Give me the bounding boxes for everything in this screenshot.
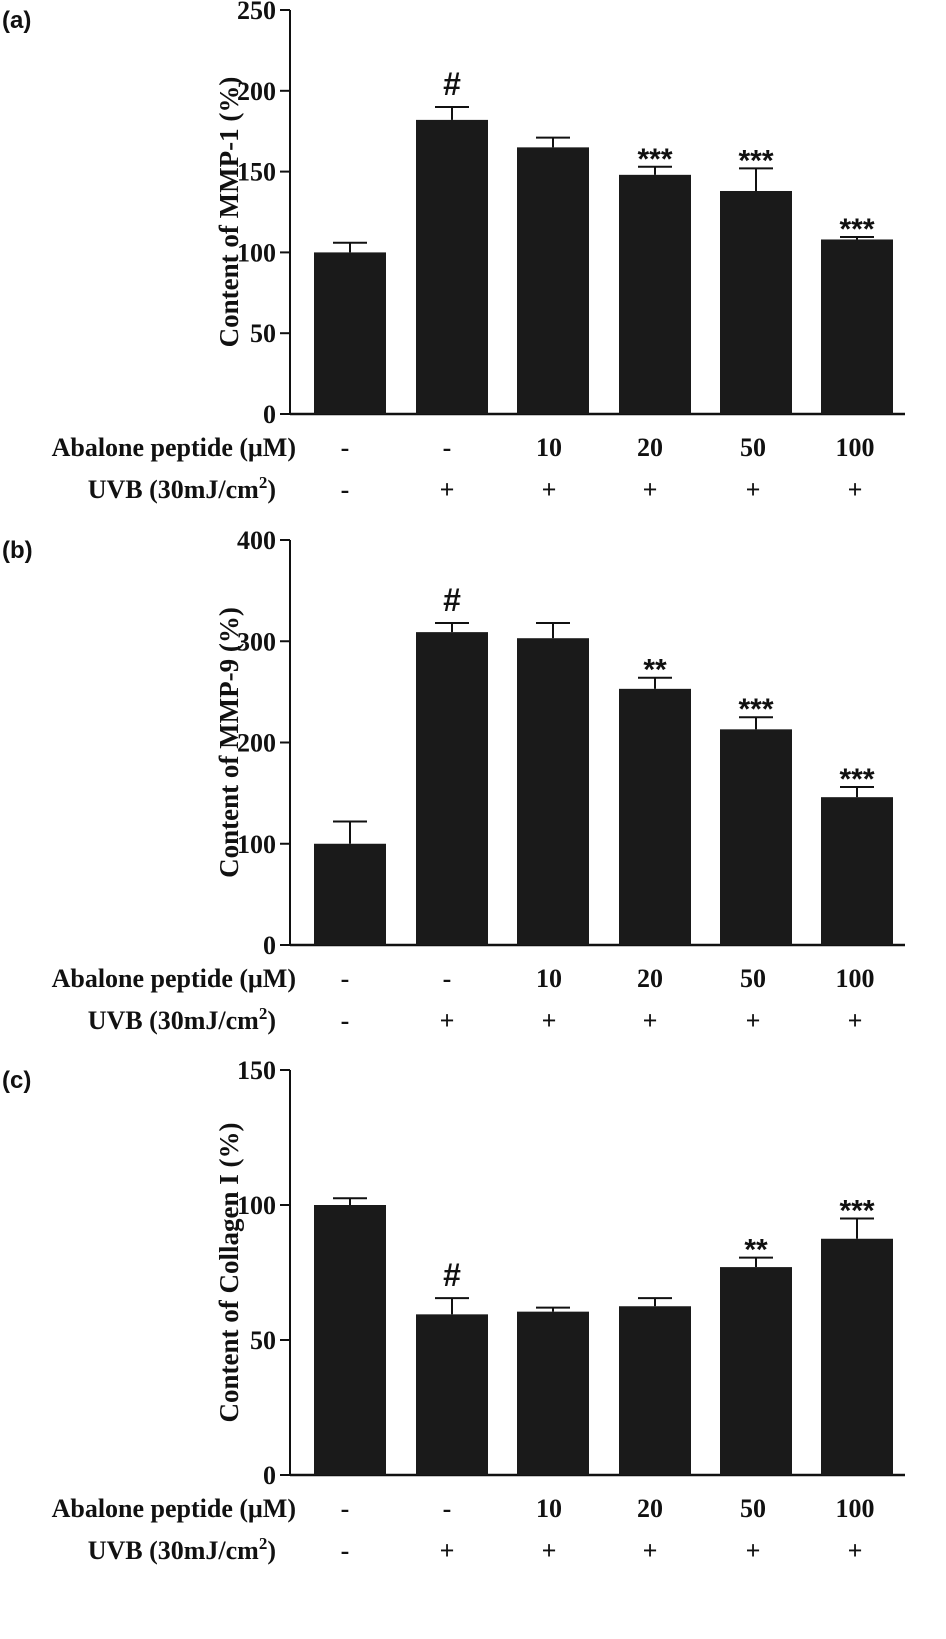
peptide-value: - bbox=[341, 964, 350, 993]
uvb-value: + bbox=[746, 1006, 761, 1035]
bar bbox=[720, 729, 792, 945]
uvb-value: + bbox=[848, 1006, 863, 1035]
uvb-value: + bbox=[542, 1006, 557, 1035]
y-tick-label: 100 bbox=[237, 238, 276, 267]
uvb-value: + bbox=[848, 1536, 863, 1565]
uvb-value: + bbox=[746, 475, 761, 504]
peptide-value: 50 bbox=[740, 964, 766, 993]
bar bbox=[821, 239, 893, 414]
uvb-value: - bbox=[341, 475, 350, 504]
uvb-value: + bbox=[440, 1006, 455, 1035]
significance-marker: *** bbox=[839, 1195, 874, 1228]
uvb-value: + bbox=[643, 475, 658, 504]
bar bbox=[416, 632, 488, 945]
bar bbox=[517, 638, 589, 945]
peptide-value: 10 bbox=[536, 433, 562, 462]
bar bbox=[821, 797, 893, 945]
peptide-value: 100 bbox=[836, 964, 875, 993]
uvb-value: + bbox=[542, 475, 557, 504]
significance-marker: *** bbox=[839, 763, 874, 796]
peptide-row-label: Abalone peptide (μM) bbox=[52, 964, 296, 993]
bar bbox=[314, 843, 386, 945]
y-axis-label: Content of Collagen I (%) bbox=[214, 1123, 244, 1423]
y-tick-label: 100 bbox=[237, 1191, 276, 1220]
y-tick-label: 0 bbox=[263, 931, 276, 960]
peptide-value: - bbox=[443, 964, 452, 993]
peptide-value: 20 bbox=[637, 964, 663, 993]
panel-label: (a) bbox=[2, 7, 31, 34]
peptide-value: - bbox=[341, 1494, 350, 1523]
significance-marker: *** bbox=[637, 143, 672, 176]
significance-marker: *** bbox=[839, 213, 874, 246]
peptide-row-label: Abalone peptide (μM) bbox=[52, 433, 296, 462]
bar bbox=[314, 252, 386, 414]
uvb-row-label: UVB (30mJ/cm2) bbox=[88, 473, 276, 504]
uvb-value: + bbox=[746, 1536, 761, 1565]
y-tick-label: 0 bbox=[263, 400, 276, 429]
bar bbox=[821, 1238, 893, 1475]
significance-marker: *** bbox=[738, 693, 773, 726]
significance-marker: # bbox=[443, 582, 461, 618]
bar bbox=[416, 1314, 488, 1475]
y-tick-label: 250 bbox=[237, 0, 276, 25]
peptide-value: - bbox=[341, 433, 350, 462]
y-tick-label: 200 bbox=[237, 77, 276, 106]
uvb-row-label: UVB (30mJ/cm2) bbox=[88, 1004, 276, 1035]
panel-a: (a) 0 50 100 150 200 250 Content of MMP-1 (%) # *… bbox=[2, 0, 905, 504]
panel-c: (c) 0 50 100 150 Content of Collagen I (%) # **… bbox=[2, 1056, 905, 1565]
y-tick-label: 100 bbox=[237, 830, 276, 859]
y-tick-label: 300 bbox=[237, 627, 276, 656]
bar bbox=[416, 119, 488, 414]
significance-marker: # bbox=[443, 66, 461, 102]
panel-label: (b) bbox=[2, 537, 33, 564]
uvb-value: - bbox=[341, 1536, 350, 1565]
bar bbox=[619, 174, 691, 414]
peptide-value: 50 bbox=[740, 1494, 766, 1523]
uvb-value: + bbox=[643, 1006, 658, 1035]
bar bbox=[720, 1267, 792, 1475]
y-tick-label: 400 bbox=[237, 526, 276, 555]
y-tick-label: 50 bbox=[250, 1326, 276, 1355]
y-axis-label: Content of MMP-1 (%) bbox=[214, 77, 244, 348]
peptide-value: - bbox=[443, 433, 452, 462]
y-tick-label: 150 bbox=[237, 158, 276, 187]
y-tick-label: 50 bbox=[250, 319, 276, 348]
peptide-value: 20 bbox=[637, 1494, 663, 1523]
uvb-value: + bbox=[440, 475, 455, 504]
significance-marker: ** bbox=[643, 654, 667, 687]
bar bbox=[720, 190, 792, 414]
bar bbox=[619, 1306, 691, 1475]
uvb-row-label: UVB (30mJ/cm2) bbox=[88, 1534, 276, 1565]
y-tick-label: 200 bbox=[237, 729, 276, 758]
peptide-row-label: Abalone peptide (μM) bbox=[52, 1494, 296, 1523]
bar bbox=[517, 147, 589, 415]
bar bbox=[619, 688, 691, 945]
bar bbox=[517, 1311, 589, 1475]
uvb-value: + bbox=[440, 1536, 455, 1565]
peptide-value: 10 bbox=[536, 1494, 562, 1523]
uvb-value: - bbox=[341, 1006, 350, 1035]
y-tick-label: 0 bbox=[263, 1461, 276, 1490]
peptide-value: 10 bbox=[536, 964, 562, 993]
panel-label: (c) bbox=[2, 1067, 31, 1094]
peptide-value: - bbox=[443, 1494, 452, 1523]
y-tick-label: 150 bbox=[237, 1056, 276, 1085]
peptide-value: 100 bbox=[836, 433, 875, 462]
uvb-value: + bbox=[643, 1536, 658, 1565]
uvb-value: + bbox=[542, 1536, 557, 1565]
significance-marker: # bbox=[443, 1257, 461, 1293]
bar bbox=[314, 1205, 386, 1475]
uvb-value: + bbox=[848, 475, 863, 504]
peptide-value: 50 bbox=[740, 433, 766, 462]
peptide-value: 20 bbox=[637, 433, 663, 462]
peptide-value: 100 bbox=[836, 1494, 875, 1523]
significance-marker: ** bbox=[744, 1234, 768, 1267]
significance-marker: *** bbox=[738, 144, 773, 177]
y-axis-label: Content of MMP-9 (%) bbox=[214, 607, 244, 878]
